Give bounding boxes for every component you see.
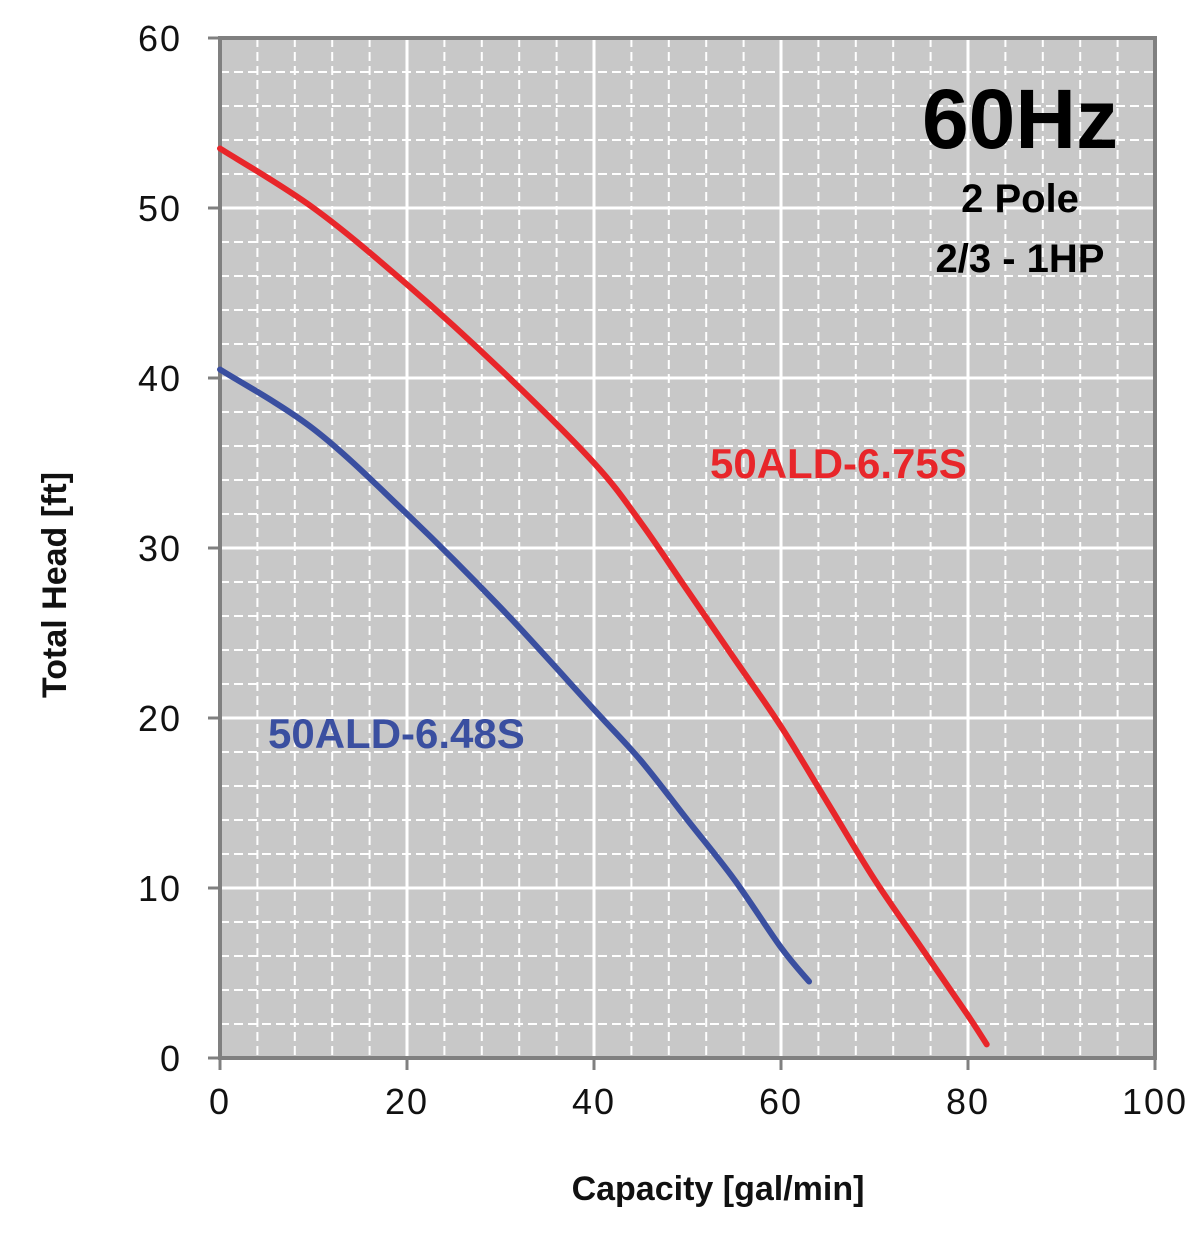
y-tick-labels: 0 10 20 30 40 50 60 [138, 18, 182, 1079]
y-tick-label: 30 [138, 528, 182, 569]
y-tick-label: 40 [138, 358, 182, 399]
y-tick-label: 50 [138, 188, 182, 229]
y-tick-label: 60 [138, 18, 182, 59]
major-gridlines [220, 38, 1155, 1058]
x-tick-label: 40 [572, 1081, 616, 1122]
frequency-label: 60Hz [922, 72, 1118, 166]
x-tick-label: 0 [209, 1081, 231, 1122]
x-axis-title: Capacity [gal/min] [572, 1170, 865, 1208]
x-tick-label: 20 [385, 1081, 429, 1122]
x-tick-labels: 0 20 40 60 80 100 [209, 1081, 1188, 1122]
series-lines [217, 145, 990, 1048]
series-label-50ald-6-75s: 50ALD-6.75S [710, 440, 967, 487]
y-tick-label: 10 [138, 868, 182, 909]
x-tick-label: 100 [1122, 1081, 1188, 1122]
x-tick-label: 80 [946, 1081, 990, 1122]
power-label: 2/3 - 1HP [936, 237, 1105, 281]
y-axis-title: Total Head [ft] [36, 472, 74, 698]
pole-label: 2 Pole [961, 177, 1079, 221]
y-tick-label: 20 [138, 698, 182, 739]
series-line-50ald-6-75s [217, 145, 990, 1048]
y-tick-label: 0 [160, 1038, 182, 1079]
series-label-50ald-6-48s: 50ALD-6.48S [268, 710, 525, 757]
series-line-50ald-6-48s [217, 366, 813, 985]
x-tick-label: 60 [759, 1081, 803, 1122]
axis-ticks [208, 36, 1157, 1070]
